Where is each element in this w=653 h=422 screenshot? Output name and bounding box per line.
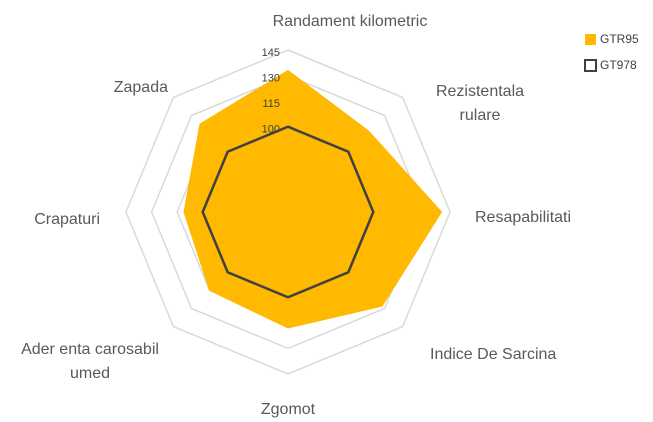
axis-label: Zgomot [261,401,316,418]
axis-label: Indice De Sarcina [430,346,556,363]
grid-ring [125,49,451,375]
series-area [201,125,375,299]
axis-label-line: Rezistentala [436,83,524,100]
series-area [183,69,443,329]
legend-swatch [584,59,597,72]
axis-label: Resapabilitati [475,209,571,226]
legend-swatch [585,34,596,45]
r-tick-label: 145 [262,47,280,59]
legend-label: GT978 [600,58,637,72]
axis-label-line: Ader enta carosabil [21,341,159,358]
grid-ring [150,74,426,350]
axis-label: Randament kilometric [273,13,428,30]
r-tick-label: 130 [262,72,280,84]
axis-label-line: umed [70,365,110,382]
axis-label: Ader enta carosabil umed [21,341,159,382]
r-tick-label: 115 [262,98,280,110]
axis-label-line: rulare [460,107,501,124]
r-tick-label: 100 [262,124,280,136]
axis-label: Crapaturi [34,211,100,228]
axis-label: Zapada [114,79,168,96]
axis-label: Rezistentala rulare [436,83,524,124]
legend-label: GTR95 [600,32,639,46]
